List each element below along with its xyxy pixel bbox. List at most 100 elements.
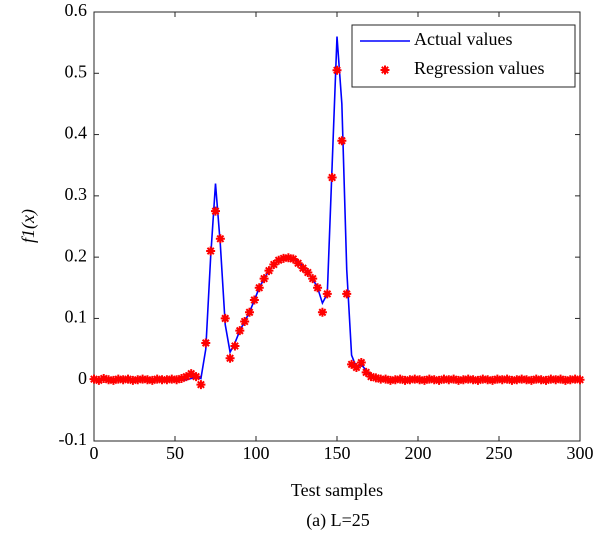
y-tick-label: 0: [78, 368, 87, 388]
data-point: [254, 283, 264, 293]
data-point: [371, 373, 381, 383]
data-point: [220, 313, 230, 323]
data-point: [385, 375, 395, 385]
data-point: [429, 375, 439, 385]
data-point: [351, 362, 361, 372]
data-point: [259, 274, 269, 284]
data-point: [298, 263, 308, 273]
data-point: [424, 374, 434, 384]
data-point: [225, 353, 235, 363]
data-point: [342, 289, 352, 299]
x-tick-label: 100: [243, 443, 270, 463]
data-point: [279, 253, 289, 263]
data-point: [390, 375, 400, 385]
data-point: [415, 375, 425, 385]
data-point: [99, 373, 109, 383]
data-point: [405, 375, 415, 385]
data-point: [123, 374, 133, 384]
data-point: [94, 375, 104, 385]
data-point: [274, 255, 284, 265]
data-point: [269, 259, 279, 269]
data-point: [478, 374, 488, 384]
data-point: [89, 374, 99, 384]
data-point: [575, 375, 585, 385]
data-point: [410, 374, 420, 384]
data-point: [293, 258, 303, 268]
data-point: [303, 267, 313, 277]
data-point: [206, 246, 216, 256]
y-tick-label: 0.1: [65, 307, 88, 327]
data-point: [196, 380, 206, 390]
x-tick-label: 150: [324, 443, 351, 463]
data-point: [546, 374, 556, 384]
data-point: [313, 283, 323, 293]
data-point: [118, 375, 128, 385]
data-point: [541, 375, 551, 385]
data-point: [337, 136, 347, 146]
data-point: [444, 375, 454, 385]
data-point: [536, 375, 546, 385]
y-tick-label: -0.1: [59, 429, 88, 449]
data-point: [517, 374, 527, 384]
y-tick-label: 0.2: [65, 245, 88, 265]
data-point: [283, 253, 293, 263]
data-point: [245, 307, 255, 317]
data-point: [128, 375, 138, 385]
x-tick-label: 0: [90, 443, 99, 463]
y-tick-label: 0.6: [65, 0, 88, 20]
data-point: [322, 289, 332, 299]
legend-label: Regression values: [414, 58, 544, 78]
data-point: [191, 372, 201, 382]
data-point: [332, 65, 342, 75]
data-point: [157, 375, 167, 385]
x-tick-label: 250: [486, 443, 513, 463]
data-point: [468, 375, 478, 385]
data-point: [473, 375, 483, 385]
data-point: [133, 375, 143, 385]
y-tick-label: 0.5: [65, 61, 88, 81]
data-point: [492, 374, 502, 384]
data-point: [463, 374, 473, 384]
data-point: [560, 375, 570, 385]
data-point: [507, 375, 517, 385]
data-point: [288, 254, 298, 264]
data-point: [376, 374, 386, 384]
data-point: [400, 375, 410, 385]
legend-label: Actual values: [414, 29, 512, 49]
data-point: [201, 338, 211, 348]
data-point: [249, 295, 259, 305]
data-point: [497, 375, 507, 385]
data-point: [512, 375, 522, 385]
data-point: [570, 374, 580, 384]
data-point: [186, 369, 196, 379]
chart-title: (a) L=25: [306, 510, 370, 531]
data-point: [347, 359, 357, 369]
data-point: [147, 375, 157, 385]
data-point: [215, 234, 225, 244]
x-tick-label: 200: [405, 443, 432, 463]
data-point: [454, 375, 463, 385]
data-point: [142, 375, 152, 385]
data-point: [172, 375, 182, 385]
data-point: [502, 374, 512, 384]
data-point: [176, 373, 186, 383]
data-point: [152, 374, 162, 384]
data-point: [522, 375, 532, 385]
data-point: [483, 375, 493, 385]
data-point: [211, 206, 220, 216]
data-point: [162, 375, 172, 385]
data-point: [395, 374, 405, 384]
data-point: [551, 375, 561, 385]
data-point: [240, 316, 250, 326]
data-point: [356, 358, 366, 368]
data-point: [264, 266, 274, 276]
data-point: [235, 326, 245, 336]
x-axis-label: Test samples: [291, 480, 383, 500]
data-point: [526, 375, 536, 385]
y-tick-label: 0.3: [65, 184, 88, 204]
data-point: [230, 341, 240, 351]
y-tick-label: 0.4: [65, 123, 88, 143]
data-point: [458, 375, 468, 385]
legend-box: [351, 24, 576, 88]
